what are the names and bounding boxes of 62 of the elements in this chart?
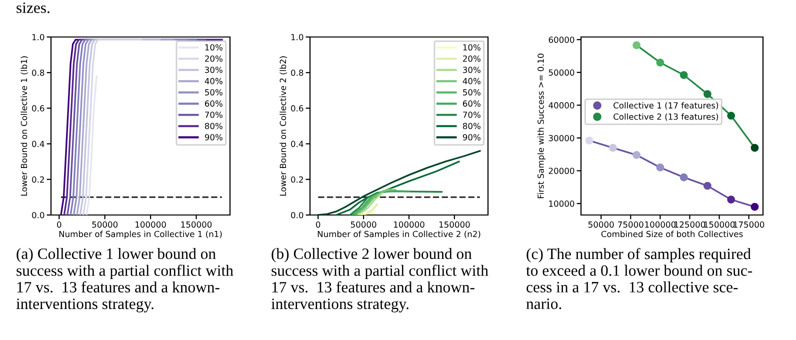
text: sizes. — [16, 2, 50, 14]
legend-label: 40% — [204, 78, 222, 84]
legend-label: 10% — [463, 44, 480, 51]
legend-label: 70% — [205, 112, 222, 118]
x-tick-label: 150000 — [704, 221, 735, 228]
x-tick-label: 50000 — [588, 221, 614, 228]
y-tick-label: 0.8 — [291, 70, 304, 76]
legend-label: 80% — [462, 122, 480, 130]
legend-label: Collective 1 (17 features) — [614, 102, 718, 110]
legend-label: 50% — [463, 89, 480, 96]
x-tick-label: 50000 — [92, 221, 118, 228]
y-tick-label: 1.0 — [291, 34, 304, 40]
y-tick-label: 0.8 — [32, 70, 44, 76]
y-tick-label: 20000 — [548, 168, 574, 174]
legend-label: 40% — [462, 78, 480, 84]
y-axis-title: Lower Bound on Collective 2 (lb2) — [280, 56, 288, 196]
legend-label: 50% — [205, 89, 222, 96]
x-tick-label: 100000 — [394, 221, 424, 228]
x-axis-title: Combined Size of both Collectives — [601, 230, 743, 238]
y-tick-label: 0.0 — [32, 212, 44, 218]
y-tick-label: 0.6 — [291, 105, 304, 112]
legend-label: 90% — [462, 134, 480, 140]
y-tick-label: 0.4 — [291, 140, 304, 148]
legend-label: 60% — [462, 100, 480, 107]
y-tick-label: 60000 — [548, 36, 574, 43]
legend-label: Collective 2 (13 features) — [614, 113, 718, 121]
legend-label: 80% — [204, 122, 222, 130]
y-axis-title: First Sample with Success >= 0.10 — [537, 54, 546, 198]
x-tick-label: 150000 — [439, 221, 470, 228]
text: (a) Collective 1 lower bound on success with a partial conflict with 17 vs. 13 features and a known- interventions strategy. — [16, 248, 234, 312]
legend-label: 20% — [463, 55, 480, 62]
y-tick-label: 30000 — [548, 134, 574, 142]
x-tick-label: 175000 — [734, 221, 764, 228]
legend-label: 30% — [463, 66, 480, 73]
x-axis-title: Number of Samples in Collective 1 (n1) — [59, 230, 222, 239]
text: (c) The number of samples required to exceed a 0.1 lower bound on suc- cess in a 17 vs. 13 collective sce- nario. — [526, 248, 752, 310]
y-tick-label: 50000 — [548, 69, 574, 76]
x-axis-title: Number of Samples in Collective 2 (n2) — [318, 230, 480, 239]
x-tick-label: 100000 — [136, 221, 166, 228]
x-tick-label: 125000 — [674, 221, 706, 228]
y-tick-label: 1.0 — [32, 34, 44, 40]
x-tick-label: 0 — [57, 221, 62, 228]
y-tick-label: 40000 — [548, 102, 574, 108]
legend-label: 30% — [205, 66, 222, 73]
text: (b) Collective 2 lower bound on success with a partial conflict with 17 vs. 13 features and a known- interventions strategy. — [271, 248, 488, 312]
legend-label: 60% — [204, 100, 222, 107]
x-tick-label: 75000 — [618, 221, 644, 228]
y-tick-label: 0.2 — [291, 176, 303, 183]
y-axis-title: Lower Bound on Collective 1 (lb1) — [20, 56, 28, 196]
x-tick-label: 150000 — [181, 221, 212, 228]
legend-label: 20% — [205, 55, 222, 62]
y-tick-label: 0.4 — [32, 140, 44, 148]
legend-label: 10% — [205, 44, 222, 51]
y-tick-label: 0.6 — [32, 105, 44, 112]
y-tick-label: 0.0 — [291, 212, 304, 218]
y-tick-label: 0.2 — [32, 176, 44, 183]
x-tick-label: 50000 — [350, 221, 376, 228]
x-tick-label: 0 — [316, 221, 320, 228]
x-tick-label: 100000 — [645, 221, 676, 228]
legend-label: 70% — [463, 112, 480, 118]
legend-label: 90% — [204, 134, 222, 140]
y-tick-label: 10000 — [549, 200, 574, 207]
